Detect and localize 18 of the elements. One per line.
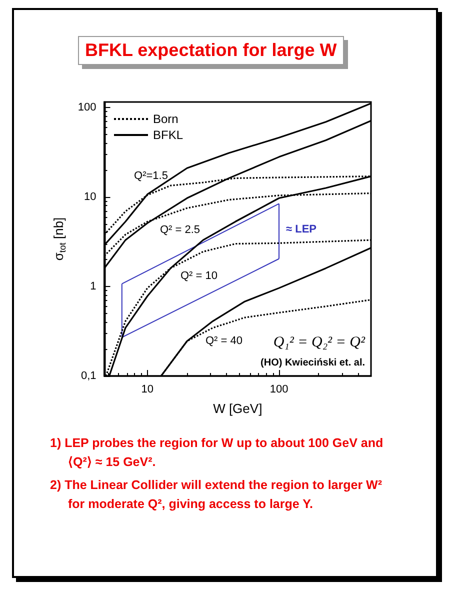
y-tick-label: 100	[78, 101, 96, 114]
x-axis-title: W [GeV]	[213, 401, 262, 416]
text: 1) LEP probes the region for W up to about 100 GeV and ⟨Q²⟩ ≈ 15 GeV².	[50, 435, 384, 471]
legend-label: Born	[153, 112, 178, 126]
text: 2) The Linear Collider will extend the region to larger W² for moderate Q², giving access to large Y.	[50, 477, 383, 513]
annotation: (HO) Kwieciński et. al.	[260, 358, 366, 368]
annotation: Q²=1.5	[134, 170, 168, 182]
annotation: Q² = 40	[206, 335, 242, 347]
annotation: Q² = 2.5	[160, 224, 200, 236]
y-tick-label: 0,1	[80, 370, 96, 382]
annotation: Q₁² = Q₂² = Q²	[273, 334, 366, 350]
y-tick-label: 1	[90, 280, 96, 292]
chart-title: BFKL expectation for large W	[78, 36, 344, 65]
series-label: ≈ LEP	[286, 224, 317, 236]
y-axis-title: σtot [nb]	[51, 217, 68, 261]
legend-label: BFKL	[153, 128, 184, 142]
y-tick-label: 10	[84, 190, 96, 203]
annotation: Q² = 10	[180, 270, 218, 282]
